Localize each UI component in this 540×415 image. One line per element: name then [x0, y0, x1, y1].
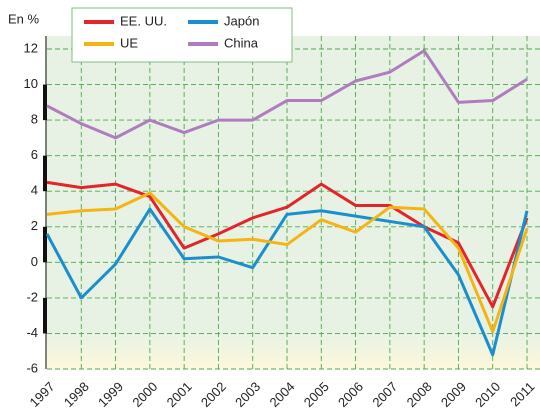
x-tick-label: 2003 — [232, 379, 263, 410]
x-tick-label: 2004 — [266, 379, 297, 410]
x-tick-label: 1998 — [61, 379, 92, 410]
axis-band — [43, 297, 47, 334]
plot-background — [45, 36, 540, 336]
y-tick-label: 12 — [24, 40, 38, 55]
series-line — [46, 180, 529, 309]
legend-label: EE. UU. — [120, 13, 167, 28]
x-tick-label: 2002 — [198, 379, 229, 410]
axis-band — [43, 226, 47, 263]
x-tick-label: 1999 — [95, 379, 126, 410]
legend-label: Japón — [224, 13, 259, 28]
y-tick-label: 0 — [31, 254, 38, 269]
plot-background-bottom — [45, 333, 540, 369]
axis-band — [43, 84, 47, 121]
y-axis-label: En % — [8, 11, 40, 26]
x-tick-label: 2009 — [438, 379, 469, 410]
x-tick-label: 2011 — [507, 379, 537, 409]
y-tick-label: 4 — [31, 183, 38, 198]
x-tick-label: 2000 — [129, 379, 160, 410]
axis-band — [43, 155, 47, 192]
legend-label: China — [224, 35, 259, 50]
y-tick-label: 10 — [24, 76, 38, 91]
series-line — [46, 49, 528, 140]
legend-label: UE — [120, 35, 138, 50]
y-tick-label: 2 — [31, 218, 38, 233]
y-tick-label: -2 — [26, 289, 38, 304]
y-tick-label: 8 — [31, 112, 38, 127]
y-tick-label: -4 — [26, 325, 38, 340]
x-tick-label: 2005 — [301, 379, 332, 410]
x-tick-label: 2010 — [472, 379, 503, 410]
x-tick-label: 2006 — [335, 379, 366, 410]
y-tick-label: -6 — [26, 360, 38, 375]
x-tick-label: 1997 — [26, 379, 57, 410]
series-line — [46, 191, 529, 334]
x-tick-label: 2007 — [369, 379, 400, 410]
y-tick-label: 6 — [31, 147, 38, 162]
x-tick-label: 2008 — [404, 379, 435, 410]
series-line — [45, 207, 529, 357]
legend — [71, 7, 293, 63]
x-tick-label: 2001 — [164, 379, 195, 410]
